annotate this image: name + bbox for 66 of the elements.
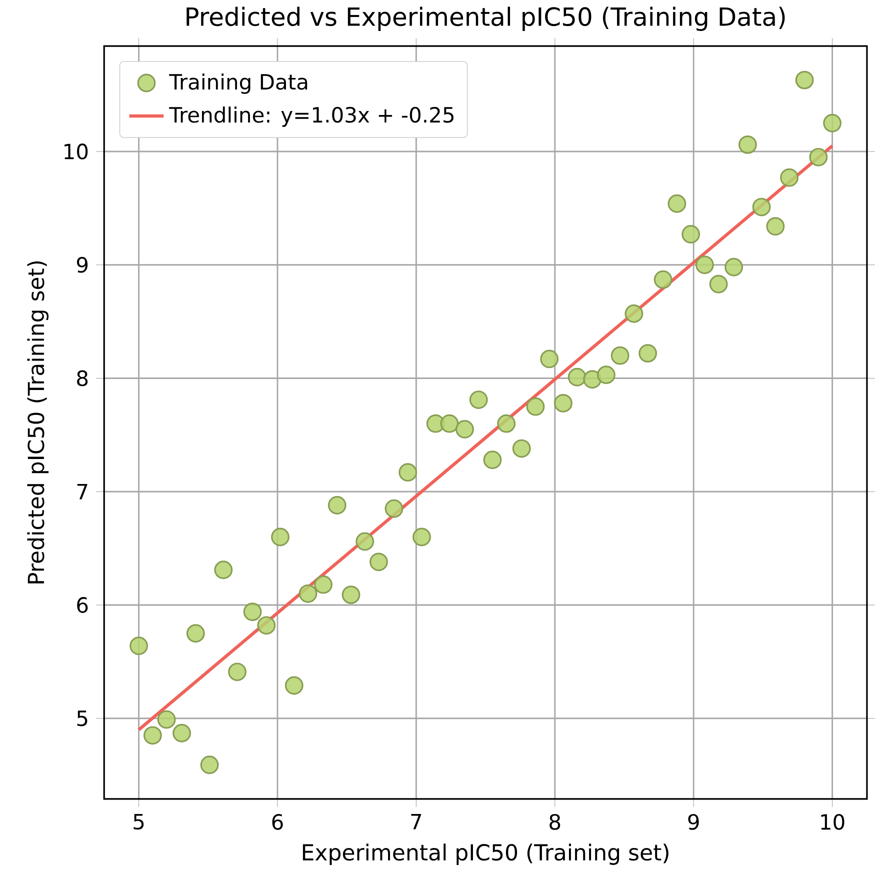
chart-title: Predicted vs Experimental pIC50 (Training Data) [186, 6, 785, 31]
point [130, 636, 148, 656]
x-tick-label: 9 [688, 814, 699, 830]
point [342, 586, 360, 604]
point [823, 114, 842, 132]
point [668, 194, 686, 213]
point [752, 198, 771, 216]
point [186, 624, 205, 643]
point [795, 70, 814, 90]
point [243, 602, 262, 622]
y-tick-label: 6 [77, 597, 88, 613]
point [412, 528, 431, 546]
point [200, 756, 219, 774]
point [157, 710, 176, 729]
point [456, 420, 474, 438]
point [298, 584, 318, 603]
point [440, 414, 459, 433]
x-axis-title: Experimental pIC50 (Training set) [302, 844, 668, 865]
point [724, 258, 744, 276]
x-tick-label: 8 [550, 814, 560, 830]
point [143, 726, 162, 745]
point [271, 528, 290, 546]
point [766, 217, 785, 236]
point [228, 662, 246, 682]
x-tick-label: 5 [134, 814, 144, 830]
point [554, 394, 572, 412]
point [526, 397, 545, 416]
point [398, 463, 418, 482]
point [583, 370, 602, 389]
point [214, 560, 233, 580]
point [738, 135, 757, 154]
point [540, 350, 559, 368]
point [780, 168, 798, 187]
point [709, 274, 728, 294]
x-tick-label: 7 [411, 814, 422, 830]
legend-label: Trendline: y=1.03x + -0.25 [169, 106, 454, 127]
point [695, 256, 714, 274]
y-tick-label: 10 [64, 144, 88, 160]
x-tick-label: 6 [272, 814, 283, 830]
point [328, 496, 346, 514]
y-axis-title: Predicted pIC50 (Training set) [27, 261, 49, 584]
point [654, 270, 672, 289]
point [568, 368, 586, 386]
point [624, 304, 644, 323]
legend-label: Training Data [169, 74, 308, 94]
point [638, 344, 658, 363]
point [497, 414, 516, 433]
point [257, 616, 276, 635]
point [469, 390, 488, 409]
point [610, 346, 630, 365]
y-tick-label: 7 [77, 484, 88, 500]
point [284, 676, 304, 695]
point [682, 225, 700, 244]
y-tick-label: 5 [77, 710, 88, 726]
point [596, 366, 616, 384]
y-tick-label: 8 [77, 370, 88, 386]
point [384, 499, 404, 518]
point [356, 532, 374, 551]
point [512, 439, 531, 458]
x-tick-label: 10 [821, 814, 844, 830]
point [314, 575, 332, 594]
point [172, 724, 191, 742]
point [809, 148, 828, 166]
y-tick-label: 9 [76, 256, 88, 273]
point [483, 450, 502, 470]
point [370, 552, 388, 572]
